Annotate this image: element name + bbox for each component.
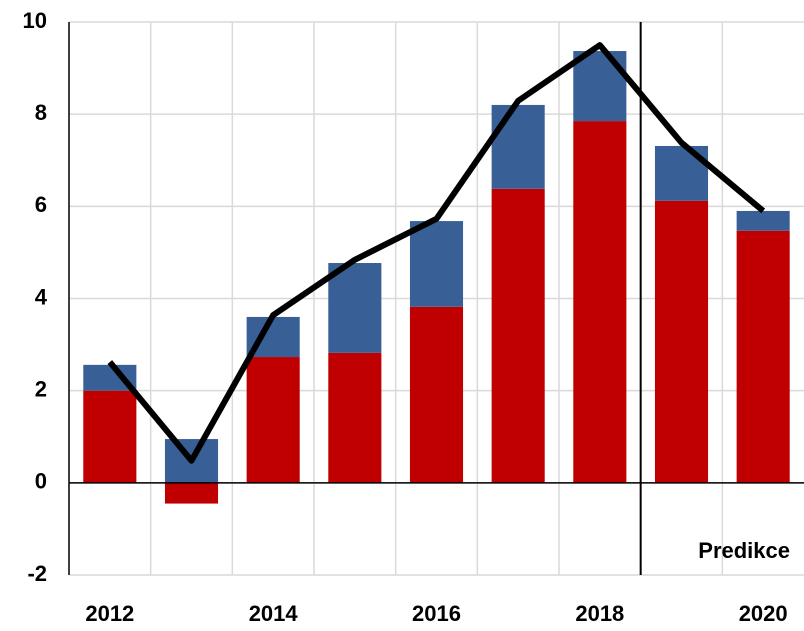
y-tick-label: 0	[35, 469, 47, 494]
annotation: Predikce	[698, 538, 790, 563]
y-tick-label: 10	[23, 8, 47, 33]
bar	[164, 482, 219, 504]
bar	[736, 210, 790, 231]
bar	[409, 221, 464, 307]
line	[107, 42, 766, 464]
x-tick-label: 2018	[575, 601, 624, 626]
bar	[573, 51, 627, 122]
bar	[328, 352, 382, 483]
x-tick-label: 2020	[739, 601, 788, 626]
y-tick-label: 4	[35, 284, 48, 309]
x-tick-label: 2012	[85, 601, 134, 626]
bar	[736, 230, 790, 483]
bar	[654, 145, 709, 201]
y-tick-label: -2	[27, 561, 47, 586]
bar	[491, 188, 545, 483]
y-tick-label: 6	[35, 192, 47, 217]
x-tick-label: 2014	[249, 601, 299, 626]
x-tick-label: 2016	[412, 601, 461, 626]
y-tick-label: 2	[35, 376, 47, 401]
bar	[246, 357, 300, 483]
bar	[654, 200, 709, 483]
bar	[328, 263, 382, 353]
bar	[409, 306, 464, 483]
y-tick-label: 8	[35, 100, 47, 125]
bar	[573, 121, 627, 483]
bar	[491, 104, 545, 189]
bar	[83, 390, 137, 483]
